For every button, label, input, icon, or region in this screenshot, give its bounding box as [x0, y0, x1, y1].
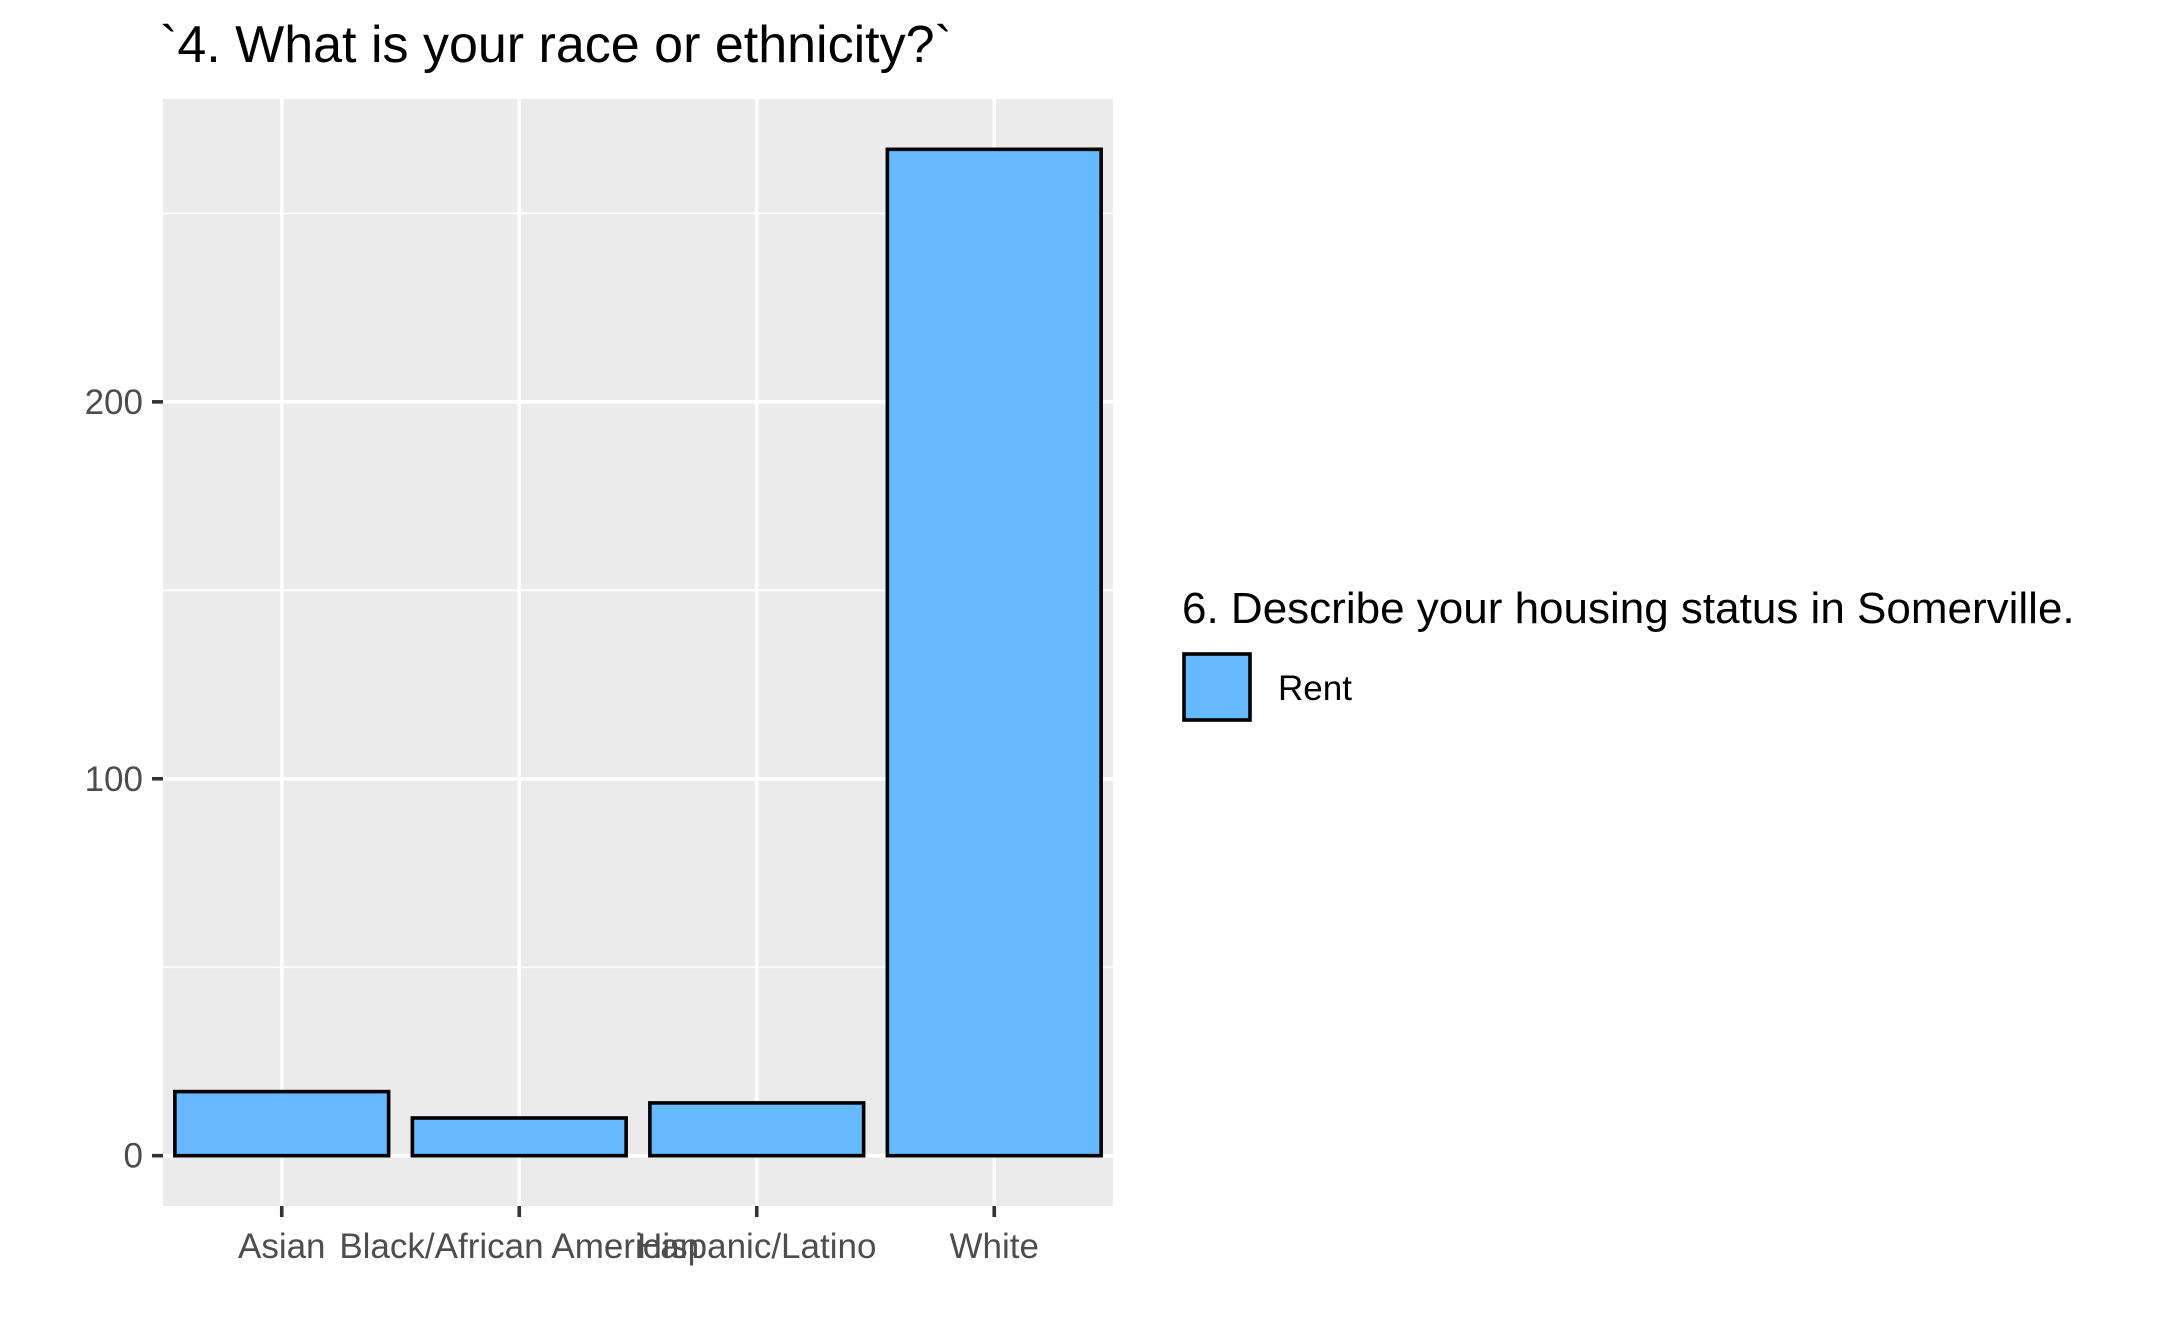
legend-title: 6. Describe your housing status in Somer… [1182, 584, 2075, 633]
x-axis: Asian Black/African AmericanHispanic/Lati… [238, 1206, 1039, 1266]
bar [648, 1101, 866, 1158]
legend-key-rent [1182, 652, 1252, 722]
x-tick-label: White [950, 1227, 1039, 1266]
x-tick-label: Hispanic/Latino [637, 1227, 876, 1266]
y-tick-label: 0 [124, 1137, 143, 1176]
chart-title: `4. What is your race or ethnicity?` [160, 16, 952, 74]
legend: 6. Describe your housing status in Somer… [1182, 584, 2075, 722]
bar [885, 147, 1103, 1158]
x-tick-label: Black/African American [339, 1227, 699, 1266]
bar [173, 1089, 391, 1158]
bars [173, 147, 1103, 1158]
y-axis: 0 100 200 [85, 383, 163, 1176]
legend-label-rent: Rent [1278, 669, 1352, 708]
y-tick-label: 100 [85, 760, 143, 799]
x-tick-label: Asian [238, 1227, 326, 1266]
y-tick-label: 200 [85, 383, 143, 422]
bar [410, 1116, 628, 1158]
